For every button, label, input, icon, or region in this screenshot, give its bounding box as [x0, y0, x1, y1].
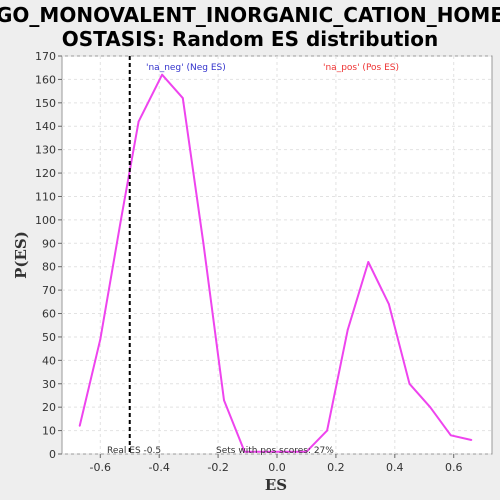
- y-tick-label: 100: [35, 214, 56, 227]
- y-tick-label: 140: [35, 120, 56, 133]
- chart-title-line2: OSTASIS: Random ES distribution: [62, 27, 439, 51]
- legend-pos-es: 'na_pos' (Pos ES): [323, 63, 399, 73]
- y-tick-label: 160: [35, 73, 56, 86]
- y-tick-label: 70: [42, 284, 56, 297]
- y-tick-label: 40: [42, 354, 56, 367]
- y-tick-label: 60: [42, 308, 56, 321]
- data-point: [264, 450, 267, 453]
- data-point: [223, 399, 225, 402]
- data-point: [202, 242, 205, 245]
- data-point: [367, 261, 370, 263]
- series-layer: [78, 73, 473, 453]
- y-tick-label: 170: [35, 50, 56, 63]
- data-point: [78, 425, 81, 427]
- data-point: [137, 120, 140, 123]
- y-tick-label: 10: [42, 425, 56, 438]
- x-tick-label: -0.4: [148, 461, 169, 474]
- data-point: [470, 439, 473, 441]
- x-tick-label: 0.4: [386, 461, 404, 474]
- axes: 0 10 20 30 40 50 60 70 80 90 100 110 120 130 140 150 160…: [35, 50, 462, 474]
- data-point: [326, 429, 328, 432]
- x-tick-label: -0.2: [207, 461, 228, 474]
- y-tick-label: 20: [42, 401, 56, 414]
- data-point: [429, 406, 432, 409]
- real-es-label: Real ES -0.5: [107, 446, 161, 456]
- data-point: [408, 382, 411, 385]
- x-tick-label: 0.2: [327, 461, 345, 474]
- legend-neg-es: 'na_neg' (Neg ES): [146, 63, 226, 73]
- pos-sets-label: Sets with pos scores: 27%: [216, 446, 334, 456]
- data-point: [449, 434, 452, 437]
- data-point: [120, 218, 122, 221]
- data-point: [243, 450, 246, 453]
- x-axis-label: ES: [265, 476, 287, 494]
- y-tick-label: 130: [35, 144, 56, 157]
- data-point: [181, 97, 184, 100]
- y-tick-label: 30: [42, 378, 56, 391]
- x-tick-label: -0.6: [90, 461, 111, 474]
- y-tick-label: 150: [35, 97, 56, 110]
- y-tick-label: 120: [35, 167, 56, 180]
- y-tick-label: 90: [42, 237, 56, 250]
- data-point: [99, 338, 102, 341]
- data-point: [305, 450, 308, 453]
- y-axis-label: P(ES): [12, 231, 30, 279]
- x-tick-label: 0.0: [268, 461, 286, 474]
- data-point: [346, 329, 349, 331]
- data-point: [161, 73, 164, 76]
- y-tick-label: 110: [35, 190, 56, 203]
- y-tick-label: 50: [42, 331, 56, 344]
- grid-lines: [62, 55, 492, 455]
- chart-title-line1: GO_MONOVALENT_INORGANIC_CATION_HOME: [0, 3, 500, 27]
- data-point: [388, 303, 390, 306]
- data-point: [284, 450, 287, 453]
- y-tick-label: 0: [49, 448, 56, 461]
- y-tick-label: 80: [42, 261, 56, 274]
- x-tick-label: 0.6: [445, 461, 463, 474]
- es-distribution-line: [78, 73, 472, 453]
